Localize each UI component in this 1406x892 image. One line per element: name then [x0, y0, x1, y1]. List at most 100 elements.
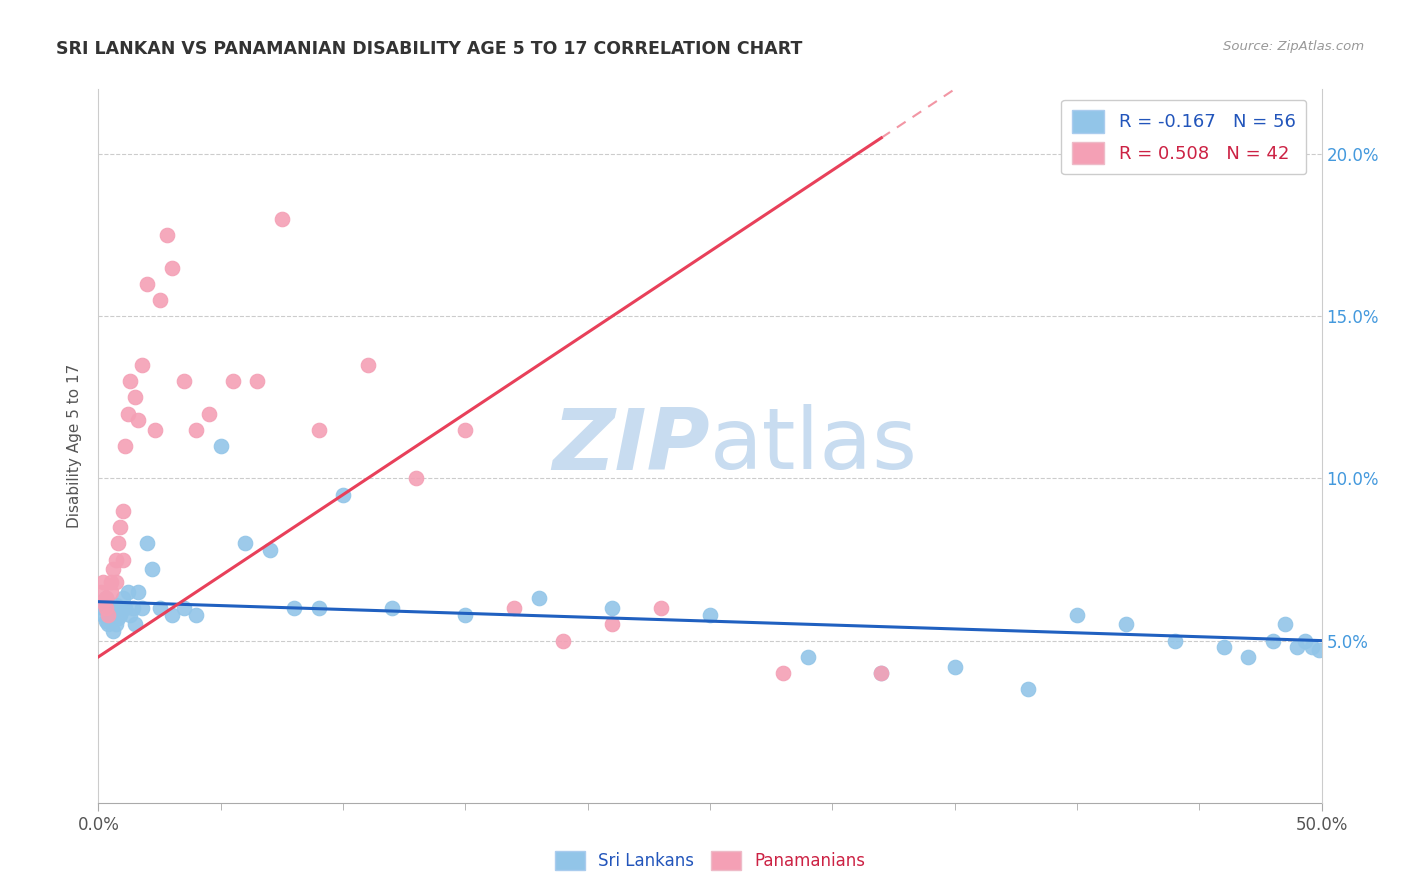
Point — [110, 607, 132, 622]
Point — [1286, 640, 1309, 654]
Point — [454, 423, 477, 437]
Point — [104, 617, 127, 632]
Point — [381, 601, 404, 615]
Point — [117, 585, 139, 599]
Point — [600, 601, 623, 615]
Point — [107, 536, 129, 550]
Text: ZIP: ZIP — [553, 404, 710, 488]
Point — [1294, 633, 1316, 648]
Point — [136, 536, 159, 550]
Point — [173, 374, 195, 388]
Point — [136, 277, 159, 291]
Point — [797, 649, 820, 664]
Point — [553, 633, 575, 648]
Point — [114, 601, 136, 615]
Point — [1274, 617, 1296, 632]
Point — [91, 595, 114, 609]
Legend: Sri Lankans, Panamanians: Sri Lankans, Panamanians — [548, 844, 872, 877]
Point — [308, 601, 330, 615]
Point — [1237, 649, 1260, 664]
Point — [283, 601, 305, 615]
Point — [246, 374, 269, 388]
Point — [141, 562, 163, 576]
Point — [131, 358, 153, 372]
Point — [186, 423, 208, 437]
Point — [870, 666, 893, 681]
Point — [127, 585, 149, 599]
Point — [94, 601, 117, 615]
Point — [111, 552, 134, 566]
Point — [197, 407, 219, 421]
Y-axis label: Disability Age 5 to 17: Disability Age 5 to 17 — [67, 364, 83, 528]
Point — [772, 666, 794, 681]
Point — [97, 607, 120, 622]
Point — [91, 607, 114, 622]
Point — [94, 614, 117, 628]
Point — [100, 601, 122, 615]
Point — [97, 604, 120, 618]
Point — [117, 407, 139, 421]
Point — [160, 260, 183, 275]
Point — [100, 611, 122, 625]
Point — [101, 562, 124, 576]
Point — [100, 575, 122, 590]
Point — [1301, 640, 1323, 654]
Point — [131, 601, 153, 615]
Point — [124, 617, 146, 632]
Point — [149, 601, 172, 615]
Point — [259, 542, 281, 557]
Point — [332, 488, 354, 502]
Point — [149, 293, 172, 307]
Text: SRI LANKAN VS PANAMANIAN DISABILITY AGE 5 TO 17 CORRELATION CHART: SRI LANKAN VS PANAMANIAN DISABILITY AGE … — [56, 40, 803, 58]
Point — [1115, 617, 1137, 632]
Point — [1261, 633, 1284, 648]
Point — [233, 536, 256, 550]
Point — [209, 439, 232, 453]
Point — [110, 520, 132, 534]
Point — [1212, 640, 1234, 654]
Point — [356, 358, 378, 372]
Point — [270, 211, 294, 226]
Point — [91, 575, 114, 590]
Point — [943, 659, 966, 673]
Point — [111, 591, 134, 606]
Point — [94, 591, 117, 606]
Point — [114, 439, 136, 453]
Text: Source: ZipAtlas.com: Source: ZipAtlas.com — [1223, 40, 1364, 54]
Point — [308, 423, 330, 437]
Point — [104, 575, 127, 590]
Point — [101, 607, 124, 622]
Point — [104, 598, 127, 612]
Point — [173, 601, 195, 615]
Point — [90, 595, 112, 609]
Point — [1164, 633, 1187, 648]
Point — [124, 390, 146, 404]
Point — [870, 666, 893, 681]
Point — [156, 228, 179, 243]
Point — [699, 607, 721, 622]
Point — [1308, 643, 1330, 657]
Point — [97, 617, 120, 632]
Point — [405, 471, 427, 485]
Point — [527, 591, 550, 606]
Point — [107, 601, 129, 615]
Point — [91, 601, 114, 615]
Point — [186, 607, 208, 622]
Point — [650, 601, 672, 615]
Point — [111, 504, 134, 518]
Point — [121, 601, 143, 615]
Point — [1066, 607, 1088, 622]
Point — [100, 585, 122, 599]
Point — [160, 607, 183, 622]
Point — [503, 601, 526, 615]
Text: atlas: atlas — [710, 404, 918, 488]
Point — [600, 617, 623, 632]
Point — [120, 607, 142, 622]
Point — [107, 611, 129, 625]
Point — [104, 552, 127, 566]
Point — [127, 413, 149, 427]
Point — [120, 374, 142, 388]
Point — [101, 624, 124, 638]
Point — [94, 591, 117, 606]
Point — [90, 585, 112, 599]
